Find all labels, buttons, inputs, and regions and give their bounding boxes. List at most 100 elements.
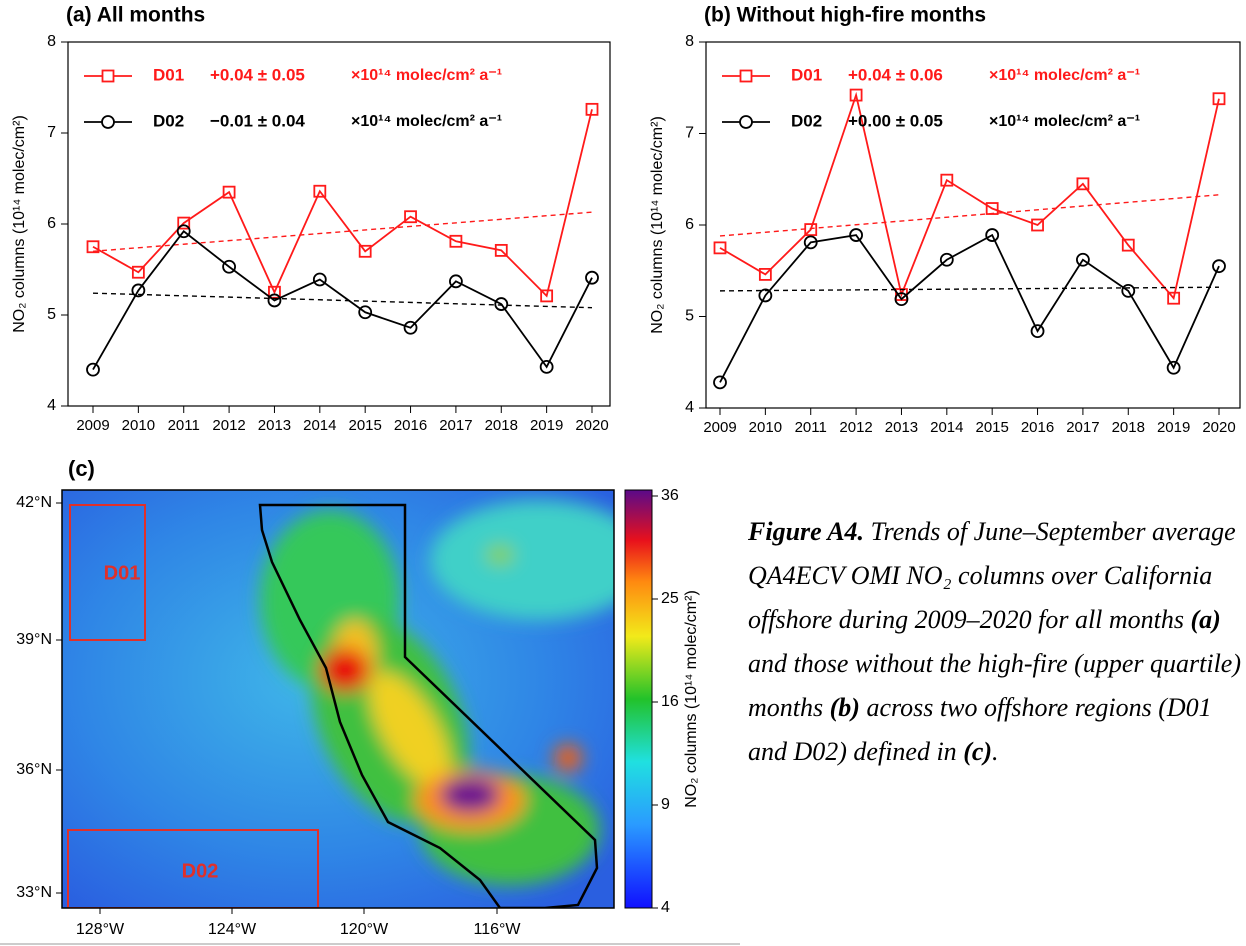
marker: [1076, 252, 1090, 267]
plot-frame: [705, 41, 1241, 409]
marker: [131, 283, 146, 298]
marker: [358, 244, 372, 258]
california-outline: [258, 503, 599, 908]
x-tick-label: 2019: [1157, 419, 1190, 436]
marker: [985, 202, 999, 215]
lon-label: 124°W: [208, 921, 257, 938]
trend-line: [92, 211, 593, 252]
marker: [849, 88, 863, 102]
series-line: [719, 91, 1220, 301]
legend-unit: ×10¹⁴ molec/cm² a⁻¹: [351, 113, 502, 130]
marker: [539, 359, 554, 374]
colorbar-tick-label: 4: [661, 899, 670, 916]
marker: [358, 305, 373, 320]
marker: [758, 288, 773, 303]
marker: [131, 265, 145, 279]
marker: [1030, 324, 1045, 339]
x-tick-label: 2015: [348, 417, 381, 434]
y-tick-label: 7: [685, 125, 694, 142]
lat-label: 42°N: [16, 494, 52, 511]
plot-frame: [67, 41, 611, 407]
legend-unit: ×10¹⁴ molec/cm² a⁻¹: [351, 67, 502, 84]
marker: [86, 362, 100, 377]
marker: [713, 375, 727, 390]
x-tick-label: 2009: [703, 419, 736, 436]
marker: [803, 235, 818, 250]
caption-emphasis: (c): [963, 737, 993, 766]
marker: [403, 320, 418, 335]
legend-trend: −0.01 ± 0.04: [210, 111, 305, 130]
marker: [404, 210, 417, 224]
series-line: [719, 233, 1220, 383]
colorbar: [624, 489, 653, 909]
marker: [849, 228, 863, 242]
legend-trend: +0.04 ± 0.05: [210, 65, 305, 84]
caption-emphasis: (b): [829, 693, 860, 722]
region-label: D01: [104, 562, 141, 584]
map-frame: [61, 489, 615, 909]
lon-label: 128°W: [76, 921, 125, 938]
region-label: D02: [182, 860, 219, 882]
marker: [758, 268, 772, 281]
x-tick-label: 2012: [212, 417, 245, 434]
map: [62, 490, 614, 908]
series-line: [92, 230, 593, 371]
x-tick-label: 2009: [76, 417, 109, 434]
x-tick-label: 2018: [485, 417, 518, 434]
legend-marker: [101, 115, 115, 129]
legend-marker: [101, 69, 115, 83]
y-tick-label: 5: [47, 306, 56, 323]
marker: [1166, 360, 1181, 375]
region-box: [67, 829, 319, 908]
marker: [1121, 283, 1136, 298]
lon-label: 120°W: [340, 921, 389, 938]
y-axis-label: NO₂ columns (10¹⁴ molec/cm²): [649, 116, 666, 334]
legend-marker: [739, 115, 753, 129]
marker: [449, 274, 463, 289]
caption-text: across two offshore regions (D01 and D02…: [748, 693, 1212, 766]
marker: [1212, 259, 1226, 274]
legend-unit: ×10¹⁴ molec/cm² a⁻¹: [989, 67, 1140, 84]
marker: [585, 270, 599, 285]
marker: [1031, 218, 1044, 232]
x-tick-label: 2020: [1202, 419, 1235, 436]
legend-name: D02: [791, 111, 822, 130]
trend-line: [719, 194, 1220, 237]
trend-line: [719, 286, 1220, 292]
x-tick-label: 2012: [839, 419, 872, 436]
marker: [804, 223, 818, 236]
marker: [494, 297, 509, 311]
x-tick-label: 2010: [749, 419, 782, 436]
marker: [1167, 291, 1181, 305]
caption-emphasis: (a): [1190, 605, 1221, 634]
marker: [939, 252, 954, 267]
marker: [985, 228, 1000, 242]
trend-line: [92, 292, 593, 309]
marker: [1076, 177, 1090, 191]
marker: [176, 224, 191, 239]
legend-name: D01: [153, 65, 184, 84]
chart-title: (a) All months: [66, 4, 205, 27]
marker: [894, 292, 909, 307]
y-tick-label: 4: [47, 397, 56, 414]
x-tick-label: 2015: [975, 419, 1008, 436]
legend-unit: ×10¹⁴ molec/cm² a⁻¹: [989, 113, 1140, 130]
x-tick-label: 2010: [122, 417, 155, 434]
colorbar-tick-label: 36: [661, 487, 679, 504]
caption-text: .: [992, 737, 999, 766]
legend-marker: [739, 69, 753, 83]
marker: [1212, 92, 1226, 106]
colorbar-tick-label: 16: [661, 693, 679, 710]
lat-label: 33°N: [16, 884, 52, 901]
x-tick-label: 2020: [575, 417, 608, 434]
y-tick-label: 7: [47, 124, 56, 141]
lat-label: 39°N: [16, 631, 52, 648]
caption-emphasis: Figure A4.: [748, 517, 865, 546]
legend-trend: +0.04 ± 0.06: [848, 65, 943, 84]
series-line: [92, 109, 593, 298]
marker: [222, 185, 236, 199]
colorbar-tick-label: 25: [661, 590, 679, 607]
marker: [449, 234, 463, 248]
